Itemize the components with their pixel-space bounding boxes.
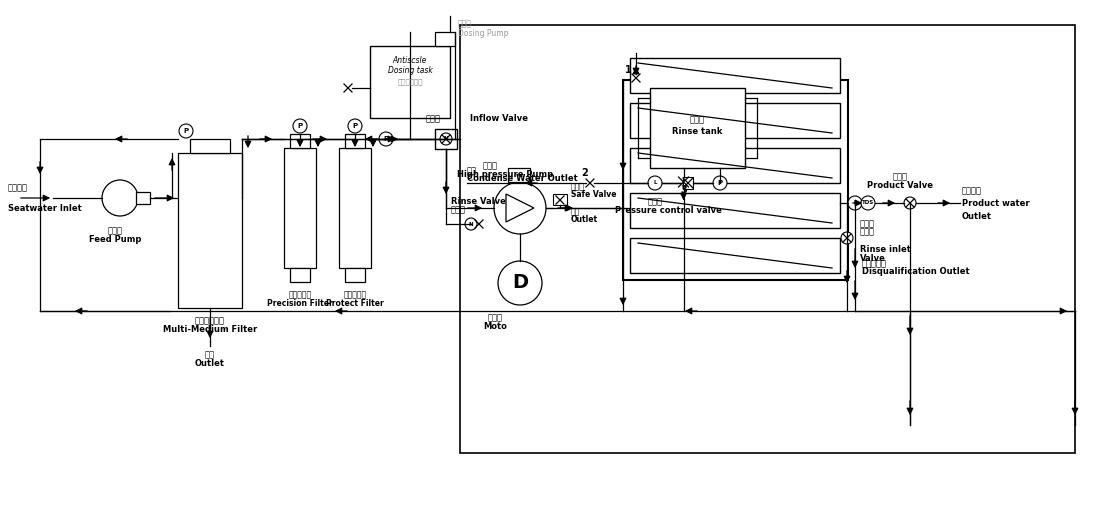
Bar [137,192,150,204]
Circle shape [648,176,662,190]
Text: 安全阀: 安全阀 [571,182,585,191]
Text: P: P [717,180,723,186]
Bar [630,148,840,183]
Bar [630,238,840,273]
Text: Rinse Valve: Rinse Valve [451,197,506,206]
Bar [460,25,1074,453]
Bar [284,148,316,268]
Bar [345,268,365,282]
Text: N: N [444,137,448,142]
Circle shape [179,124,193,138]
Bar [553,194,567,205]
Bar [630,58,840,93]
Text: Safe Valve: Safe Valve [571,190,616,199]
Text: 2: 2 [582,168,588,178]
Circle shape [848,196,862,210]
Text: High pressure Pump: High pressure Pump [457,170,553,179]
Text: Product Valve: Product Valve [867,181,934,190]
Text: Dosing task: Dosing task [387,66,433,75]
Text: 纯水阀: 纯水阀 [892,172,908,181]
Text: P: P [383,136,388,142]
Text: Disqualification Outlet: Disqualification Outlet [862,267,970,276]
Text: 计量泵: 计量泵 [458,19,472,28]
Text: 排放: 排放 [205,350,215,359]
Bar [630,193,840,228]
Text: P: P [297,123,303,129]
Text: Inflow Valve: Inflow Valve [470,114,528,123]
Circle shape [498,261,542,305]
Circle shape [494,182,546,234]
Text: Pressure control valve: Pressure control valve [615,206,722,215]
Bar [290,268,310,282]
Text: P: P [353,123,357,129]
Text: Precision Filter: Precision Filter [268,299,333,308]
Text: Rinse inlet: Rinse inlet [860,245,911,254]
Text: Antiscsle: Antiscsle [393,56,427,65]
Text: Outlet: Outlet [571,215,598,224]
Bar [630,103,840,138]
Bar [345,134,365,148]
Text: 排放: 排放 [571,207,581,216]
Text: Feed Pump: Feed Pump [89,235,141,244]
Circle shape [349,119,362,133]
Circle shape [904,197,916,209]
Text: D: D [512,273,528,293]
Text: Rinse tank: Rinse tank [673,126,723,136]
Text: 清洗阀: 清洗阀 [451,205,466,214]
Text: Product water: Product water [962,199,1030,207]
Text: Condense Water Outlet: Condense Water Outlet [467,174,577,183]
Circle shape [465,218,477,230]
Bar [435,32,455,46]
Bar [650,88,745,168]
Bar [190,139,230,153]
Text: 保安过滤器: 保安过滤器 [343,290,366,299]
Text: 1: 1 [625,65,632,75]
Bar [290,134,310,148]
Text: P: P [183,128,189,134]
Text: 高压泵: 高压泵 [483,161,497,170]
Bar [623,80,848,280]
Text: Valve: Valve [860,254,886,263]
Text: Protect Filter: Protect Filter [326,299,384,308]
Text: 清洗箱: 清洗箱 [860,219,875,228]
Circle shape [861,196,875,210]
Text: Outlet: Outlet [962,212,992,221]
Bar [683,177,693,189]
Text: 精密过滤器: 精密过滤器 [289,290,312,299]
Text: N: N [468,221,473,227]
Text: 电动机: 电动机 [487,313,503,322]
Circle shape [440,133,452,145]
Text: Moto: Moto [483,322,507,331]
Text: 不合格排放: 不合格排放 [862,259,887,268]
Text: 进水阀: 进水阀 [425,114,441,123]
Text: 清洗箱: 清洗箱 [690,115,705,124]
Text: 排放: 排放 [467,166,477,175]
Text: 3: 3 [680,185,687,195]
Text: 阻垢剂加药箱: 阻垢剂加药箱 [397,78,423,85]
Text: Multi-Medium Filter: Multi-Medium Filter [163,325,258,334]
Bar [178,153,242,308]
Bar [370,46,450,118]
Text: L: L [654,180,657,185]
Bar [508,168,529,182]
Text: TDS: TDS [861,201,875,206]
Text: Outlet: Outlet [195,359,225,368]
Text: 供水泵: 供水泵 [108,226,122,235]
Text: 淡水出口: 淡水出口 [962,186,982,195]
Text: 海水进水: 海水进水 [8,183,28,192]
Circle shape [841,232,852,244]
Text: 多介质过滤器: 多介质过滤器 [195,316,225,325]
Text: L: L [854,201,857,206]
Text: 进水阀: 进水阀 [860,227,875,236]
Bar [435,129,457,149]
Circle shape [379,132,393,146]
Circle shape [293,119,307,133]
Text: Dosing Pump: Dosing Pump [458,29,508,39]
Bar [339,148,371,268]
Circle shape [102,180,138,216]
Circle shape [713,176,727,190]
Text: Seatwater Inlet: Seatwater Inlet [8,204,82,213]
Text: 调压阀: 调压阀 [647,197,663,206]
